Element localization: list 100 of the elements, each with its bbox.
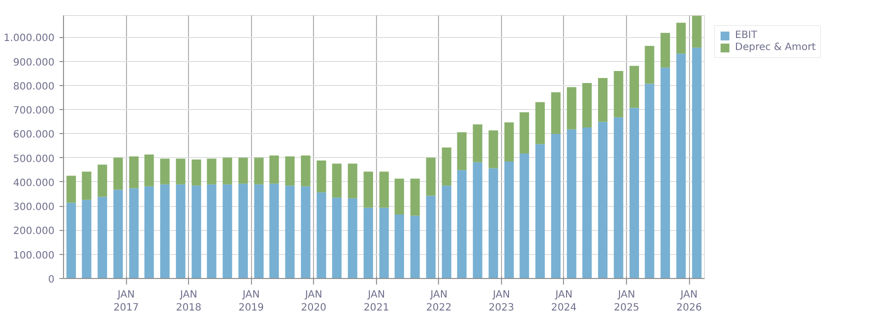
bar [254, 158, 264, 184]
bar [206, 184, 216, 278]
bar [442, 186, 452, 278]
legend-label: EBIT [735, 30, 758, 41]
bar [644, 46, 654, 84]
y-tick-label: 600.000 [13, 130, 55, 141]
bar [176, 158, 186, 184]
bar [692, 48, 702, 278]
bar [410, 216, 420, 278]
bar [457, 132, 467, 170]
bar [269, 155, 279, 184]
bar [98, 196, 108, 278]
y-tick-label: 100.000 [13, 250, 55, 262]
bar [457, 170, 467, 278]
bar [551, 134, 561, 278]
bar [535, 144, 545, 278]
x-tick-label: JAN 2025 [614, 290, 640, 313]
bar [598, 122, 608, 278]
bar [566, 87, 576, 130]
bar [254, 184, 264, 278]
bar [269, 184, 279, 278]
bar [364, 172, 374, 208]
x-tick-label: JAN 2026 [676, 290, 702, 313]
bar [426, 196, 436, 278]
bar [488, 130, 498, 168]
bar [160, 158, 170, 184]
bar [442, 147, 452, 186]
bar [676, 22, 686, 54]
y-tick-label: 300.000 [13, 202, 55, 214]
x-tick-label: JAN 2022 [426, 290, 452, 313]
bar [238, 184, 248, 278]
bar [520, 154, 530, 278]
bar [160, 184, 170, 278]
bar [285, 186, 295, 278]
x-tick-label: JAN 2017 [113, 290, 139, 313]
x-tick-label: JAN 2018 [176, 290, 202, 313]
bar [535, 102, 545, 144]
y-tick-label: 200.000 [13, 226, 55, 238]
bar [614, 70, 624, 118]
bar [692, 16, 702, 48]
y-tick-label: 800.000 [13, 81, 55, 92]
bar [129, 188, 139, 278]
y-tick-label: 700.000 [13, 106, 55, 117]
x-tick-label: JAN 2019 [238, 290, 264, 313]
x-tick-label: JAN 2021 [364, 290, 390, 313]
bar [614, 117, 624, 278]
x-tick-label: JAN 2024 [551, 290, 577, 313]
bar [566, 129, 576, 278]
bar [630, 108, 640, 278]
bar [364, 208, 374, 278]
y-tick-label: 1.000.000 [4, 33, 55, 44]
bar [660, 68, 670, 278]
bar [379, 208, 389, 278]
bar [285, 156, 295, 186]
bar [82, 172, 92, 200]
bar [176, 184, 186, 278]
bar [394, 214, 404, 278]
bar [66, 202, 76, 278]
bar [582, 83, 592, 128]
bar [644, 84, 654, 278]
bar [222, 184, 232, 278]
bar [379, 172, 389, 208]
bar [98, 164, 108, 197]
bar [582, 127, 592, 278]
y-tick-label: 0 [48, 274, 55, 286]
y-tick-label: 400.000 [13, 178, 55, 189]
bar [222, 158, 232, 184]
legend-label: Deprec & Amort [735, 42, 816, 53]
bar [238, 158, 248, 184]
bar [598, 78, 608, 122]
bar [332, 164, 342, 198]
bar [472, 162, 482, 278]
bar [488, 168, 498, 278]
x-tick-label: JAN 2020 [300, 290, 326, 313]
bar [520, 112, 530, 154]
bar [426, 158, 436, 196]
bar [504, 161, 514, 278]
bar [472, 124, 482, 162]
bar [332, 198, 342, 278]
bar [348, 164, 358, 198]
bar [316, 160, 326, 192]
bar [129, 156, 139, 188]
x-tick-label: JAN 2023 [488, 290, 514, 313]
bar [300, 186, 310, 278]
bar [206, 158, 216, 184]
y-tick-label: 500.000 [13, 154, 55, 165]
bar [676, 54, 686, 278]
bar [144, 154, 154, 186]
bar [410, 178, 420, 216]
bar [144, 186, 154, 278]
bar [630, 66, 640, 108]
bar [82, 200, 92, 278]
bar [113, 190, 123, 278]
bar [394, 178, 404, 215]
bar [66, 176, 76, 203]
bar [316, 192, 326, 278]
bar [113, 158, 123, 190]
bar [192, 160, 202, 186]
bar [504, 122, 514, 162]
bar [192, 186, 202, 278]
